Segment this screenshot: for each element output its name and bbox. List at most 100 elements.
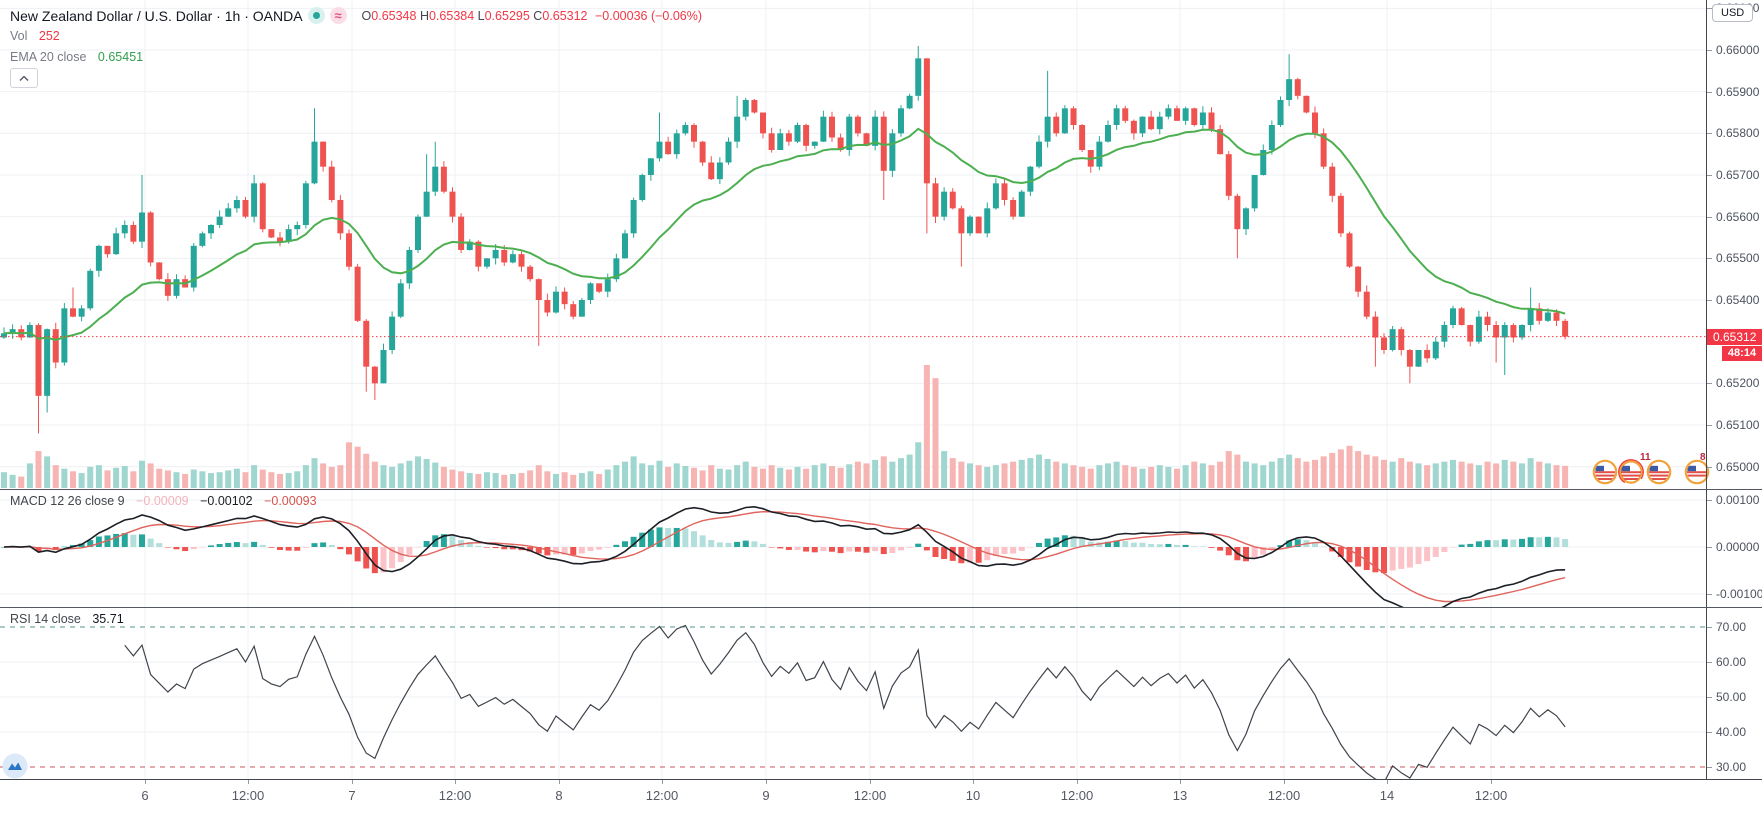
macd-label: MACD 12 26 close 9 — [10, 494, 125, 508]
time-tick-label: 13 — [1172, 788, 1188, 803]
ema-line — [3, 127, 1566, 342]
rsi-tick-label: 40.00 — [1707, 725, 1746, 739]
price-tick-label: 0.66000 — [1707, 43, 1759, 57]
open-label: O — [361, 8, 372, 23]
macd-line — [3, 505, 1566, 608]
candlesticks — [1, 45, 1569, 434]
open-value: 0.65348 — [371, 8, 417, 23]
economic-event-icon[interactable] — [1592, 459, 1618, 485]
low-value: 0.65295 — [484, 8, 530, 23]
rsi-header[interactable]: RSI 14 close 35.71 — [10, 612, 124, 626]
price-tick-label: 0.65500 — [1707, 251, 1759, 265]
macd-pane[interactable] — [0, 490, 1706, 608]
tradingview-logo-icon[interactable] — [2, 753, 28, 779]
time-axis-border — [0, 779, 1762, 780]
close-label: C — [533, 8, 543, 23]
macd-tick-label: -0.00100 — [1707, 587, 1762, 601]
symbol-header: New Zealand Dollar / U.S. Dollar · 1h · … — [10, 7, 702, 24]
rsi-line — [124, 624, 1566, 780]
symbol-title[interactable]: New Zealand Dollar / U.S. Dollar · 1h · … — [10, 7, 303, 24]
collapse-pane-button[interactable] — [10, 68, 38, 88]
price-tick-label: 0.65400 — [1707, 293, 1759, 307]
macd-tick-label: 0.00000 — [1707, 540, 1759, 554]
ema-row[interactable]: EMA 20 close 0.65451 — [10, 50, 143, 64]
macd-histogram — [1, 527, 1569, 574]
time-tick-label: 12:00 — [1060, 788, 1094, 803]
macd-signal-value: −0.00093 — [264, 494, 317, 508]
macd-line-value: −0.00102 — [200, 494, 253, 508]
main-price-pane[interactable] — [0, 0, 1706, 490]
price-tick-label: 0.65900 — [1707, 85, 1759, 99]
time-tick-mark — [973, 780, 974, 784]
price-tick-label: 0.65700 — [1707, 168, 1759, 182]
ohlc-readout: O0.65348 H0.65384 L0.65295 C0.65312 −0.0… — [362, 9, 702, 23]
close-value: 0.65312 — [542, 8, 588, 23]
pane-divider-macd[interactable] — [0, 489, 1762, 490]
time-tick-label: 7 — [348, 788, 356, 803]
price-tick-label: 0.65600 — [1707, 210, 1759, 224]
time-tick-mark — [1387, 780, 1388, 784]
rsi-tick-label: 70.00 — [1707, 620, 1746, 634]
event-count-badge: 11 — [1640, 452, 1651, 463]
time-tick-mark — [1284, 780, 1285, 784]
macd-hist-value: −0.00009 — [136, 494, 189, 508]
market-status-icon[interactable] — [307, 7, 325, 24]
current-price-label: 0.65312 — [1707, 328, 1762, 345]
time-tick-mark — [559, 780, 560, 784]
volume-value: 252 — [38, 29, 60, 43]
bar-countdown-label: 48:14 — [1722, 345, 1762, 361]
time-tick-label: 12:00 — [853, 788, 887, 803]
market-dot-icon — [312, 12, 320, 19]
high-value: 0.65384 — [428, 8, 475, 23]
grid-main — [0, 0, 1706, 490]
price-tick-label: 0.65800 — [1707, 126, 1759, 140]
price-tick-label: 0.65100 — [1707, 418, 1759, 432]
time-tick-mark — [145, 780, 146, 784]
time-tick-mark — [662, 780, 663, 784]
time-tick-mark — [1077, 780, 1078, 784]
volume-row[interactable]: Vol 252 — [10, 29, 60, 43]
pane-divider-rsi[interactable] — [0, 607, 1762, 608]
time-tick-label: 9 — [762, 788, 770, 803]
macd-tick-label: 0.00100 — [1707, 493, 1759, 507]
time-tick-mark — [352, 780, 353, 784]
price-axis[interactable]: 0.661000.660000.659000.658000.657000.656… — [1706, 0, 1762, 780]
time-tick-label: 6 — [141, 788, 149, 803]
rsi-label: RSI 14 close — [10, 612, 81, 626]
time-tick-mark — [870, 780, 871, 784]
delayed-data-icon[interactable]: ≈ — [329, 7, 347, 24]
rsi-pane[interactable] — [0, 608, 1706, 780]
high-label: H — [419, 8, 429, 23]
time-tick-mark — [248, 780, 249, 784]
price-tick-label: 0.65200 — [1707, 376, 1759, 390]
time-axis[interactable]: ⚙ 612:00712:00812:00912:001012:001312:00… — [0, 780, 1762, 817]
macd-signal-line — [3, 510, 1566, 603]
rsi-tick-label: 60.00 — [1707, 655, 1746, 669]
time-tick-label: 12:00 — [231, 788, 265, 803]
change-value: −0.00036 (−0.06%) — [594, 8, 703, 23]
economic-event-icon[interactable] — [1646, 459, 1672, 485]
time-tick-mark — [455, 780, 456, 784]
time-tick-label: 14 — [1379, 788, 1395, 803]
low-label: L — [477, 8, 485, 23]
event-count-badge: 8 — [1700, 452, 1706, 463]
rsi-tick-label: 50.00 — [1707, 690, 1746, 704]
grid-rsi — [0, 608, 1706, 780]
ema-value: 0.65451 — [97, 50, 144, 64]
time-tick-label: 12:00 — [1267, 788, 1301, 803]
time-tick-label: 8 — [555, 788, 563, 803]
time-tick-mark — [766, 780, 767, 784]
currency-toggle-button[interactable]: USD — [1712, 4, 1754, 22]
macd-header[interactable]: MACD 12 26 close 9 −0.00009 −0.00102 −0.… — [10, 494, 317, 508]
volume-bars — [1, 365, 1569, 488]
ema-label: EMA 20 close — [10, 50, 87, 64]
price-tick-label: 0.65000 — [1707, 460, 1759, 474]
time-tick-label: 10 — [965, 788, 981, 803]
time-tick-mark — [1180, 780, 1181, 784]
time-tick-label: 12:00 — [1474, 788, 1508, 803]
economic-event-icon-grouped[interactable] — [1618, 459, 1644, 485]
rsi-tick-label: 30.00 — [1707, 760, 1746, 774]
economic-event-icon[interactable] — [1684, 459, 1710, 485]
time-tick-mark — [1491, 780, 1492, 784]
